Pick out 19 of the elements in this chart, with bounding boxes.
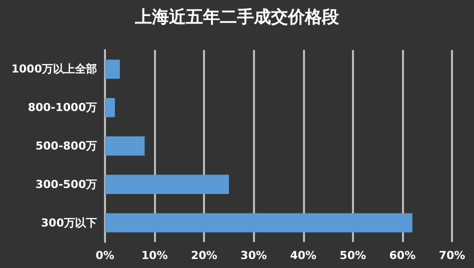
y-tick-label: 1000万以上全部	[11, 62, 97, 76]
bar	[105, 213, 412, 232]
x-tick-label: 60%	[389, 249, 416, 262]
bar	[105, 98, 115, 118]
y-tick-label: 300万以下	[41, 216, 97, 230]
bar	[105, 136, 145, 156]
chart-title: 上海近五年二手成交价格段	[134, 8, 340, 28]
x-tick-label: 0%	[96, 249, 114, 262]
y-tick-label: 800-1000万	[28, 101, 97, 114]
bar	[105, 60, 120, 79]
y-tick-label: 300-500万	[36, 178, 97, 191]
x-tick-label: 70%	[438, 249, 466, 262]
y-tick-label: 500-800万	[36, 140, 97, 152]
x-tick-label: 30%	[240, 249, 267, 262]
x-tick-label: 50%	[340, 249, 366, 262]
x-tick-label: 40%	[290, 249, 316, 262]
x-tick-label: 20%	[190, 249, 218, 262]
x-tick-label: 10%	[141, 249, 168, 262]
bar	[105, 174, 229, 194]
